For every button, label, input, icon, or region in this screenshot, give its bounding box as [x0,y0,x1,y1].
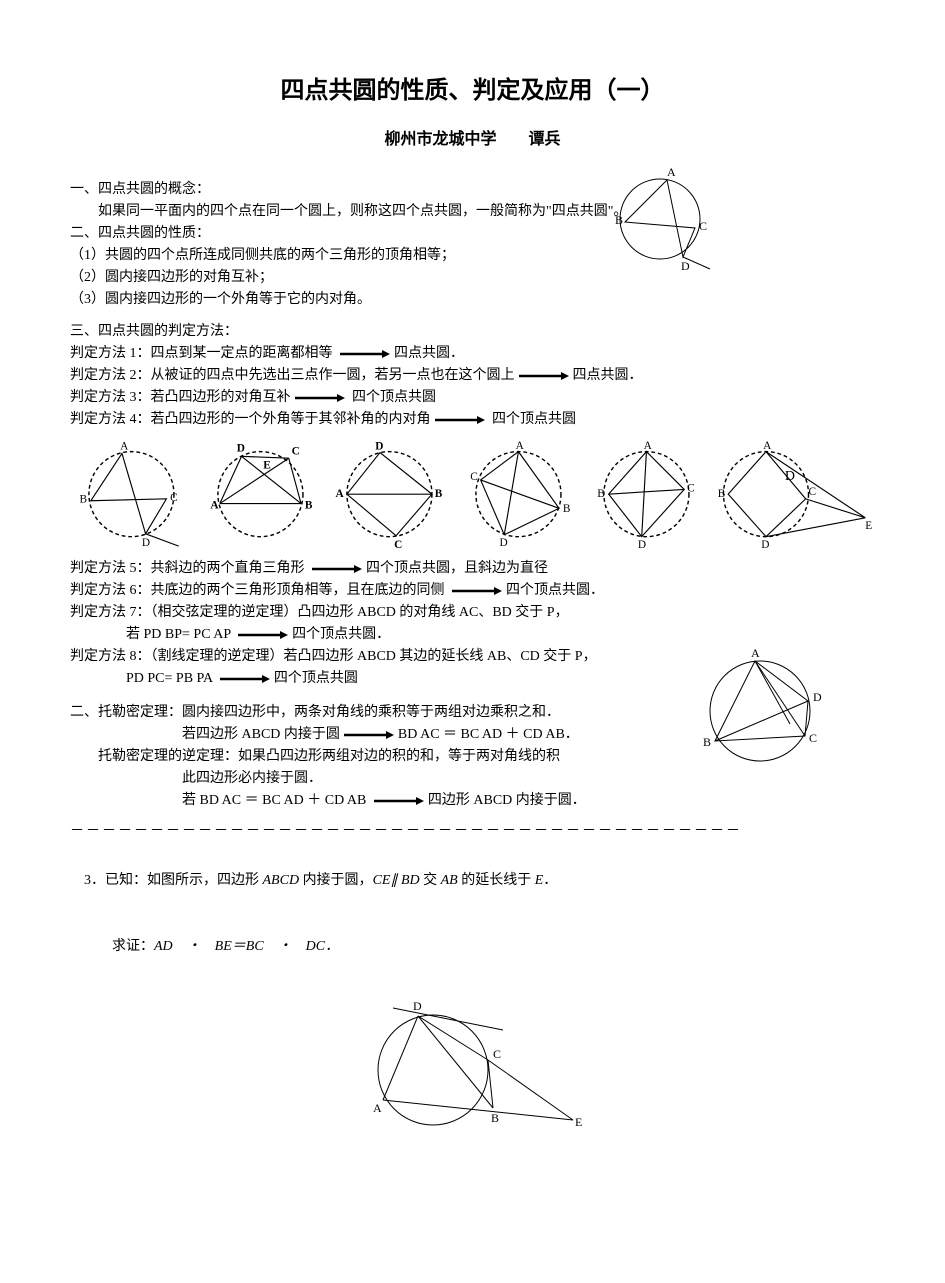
svg-text:C: C [699,219,707,233]
svg-text:B: B [703,735,711,749]
svg-text:A: A [667,165,676,179]
svg-text:B: B [615,213,623,227]
svg-text:D: D [762,539,770,551]
svg-text:B: B [562,503,570,515]
diagram-1: A B C D [70,439,193,554]
method-1: 判定方法 1：四点到某一定点的距离都相等 四点共圆． [70,343,875,365]
svg-text:B: B [718,488,726,500]
sec2-item1: （1）共圆的四个点所连成同侧共底的两个三角形的顶角相等； [70,245,875,267]
svg-text:E: E [866,520,873,532]
arrow-icon [295,393,345,403]
sec2-heading: 二、四点共圆的性质： [70,223,875,245]
svg-text:A: A [515,440,524,452]
svg-text:C: C [291,445,299,457]
svg-text:A: A [120,441,129,453]
sec1-heading: 一、四点共圆的概念： [70,179,875,201]
arrow-icon [452,586,502,596]
problem-heading: 3．已知：如图所示，四边形 ABCD 内接于圆，CE∥ BD 交 AB 的延长线… [70,848,875,914]
method-7b: 若 PD BP= PC AP 四个顶点共圆． [70,624,875,646]
diagram-inscribed-quad: A B C D [605,164,725,274]
svg-text:E: E [575,1115,582,1129]
diagram-3: D A B C [328,439,451,554]
diagram-6: A B C D E [714,439,875,554]
method-7a: 判定方法 7：（相交弦定理的逆定理）凸四边形 ABCD 的对角线 AC、BD 交… [70,602,875,624]
sec1-body: 如果同一平面内的四个点在同一个圆上，则称这四个点共圆，一般简称为"四点共圆"。 [70,201,875,223]
method-3: 判定方法 3：若凸四边形的对角互补 四个顶点共圆 [70,387,875,409]
svg-text:B: B [79,494,87,506]
method-4: 判定方法 4：若凸四边形的一个外角等于其邻补角的内对角 四个顶点共圆 [70,409,875,431]
svg-text:E: E [263,460,271,472]
svg-text:C: C [688,482,696,494]
diagram-row: A B C D A B D C E D A B C [70,439,875,554]
svg-text:B: B [305,499,313,511]
svg-text:B: B [491,1111,499,1125]
svg-text:D: D [375,441,383,453]
method-5: 判定方法 5：共斜边的两个直角三角形 四个顶点共圆，且斜边为直径 [70,558,875,580]
svg-text:A: A [373,1101,382,1115]
sec2-item2: （2）圆内接四边形的对角互补； [70,267,875,289]
svg-text:A: A [644,440,653,452]
svg-text:C: C [809,486,817,498]
svg-text:A: A [763,440,772,452]
method-2: 判定方法 2：从被证的四点中先选出三点作一圆，若另一点也在这个圆上四点共圆． [70,365,875,387]
page-subtitle: 柳州市龙城中学 谭兵 [70,125,875,149]
sec2-item3: （3）圆内接四边形的一个外角等于它的内对角。 [70,289,875,311]
svg-text:A: A [210,499,219,511]
arrow-icon [519,371,569,381]
diagram-4: A C B D [457,439,580,554]
svg-text:A: A [751,646,760,660]
method-6: 判定方法 6：共底边的两个三角形顶角相等，且在底边的同侧 四个顶点共圆． [70,580,875,602]
svg-text:D: D [681,259,690,273]
arrow-icon [238,630,288,640]
svg-text:C: C [170,492,178,504]
arrow-icon [312,564,362,574]
arrow-icon [340,349,390,359]
ptolemy-line4: 若 BD AC ＝ BC AD ＋ CD AB 四边形 ABCD 内接于圆． [70,790,875,812]
page-title: 四点共圆的性质、判定及应用（一） [70,70,875,105]
sec3-heading: 三、四点共圆的判定方法： [70,321,875,343]
diagram-problem-3: A B C D E [343,990,603,1140]
diagram-5: A B C D [585,439,708,554]
stray-label-d: D [785,469,795,485]
svg-text:B: B [435,488,443,500]
svg-text:D: D [499,537,507,549]
svg-text:C: C [470,471,478,483]
svg-text:A: A [335,488,344,500]
svg-text:D: D [638,539,646,551]
arrow-icon [220,674,270,684]
svg-text:C: C [493,1047,501,1061]
problem-prove: 求证：AD ・ BE＝BC ・ DC． [70,914,875,980]
svg-text:D: D [237,443,245,455]
svg-text:C: C [394,539,402,551]
arrow-icon [374,796,424,806]
diagram-2: A B D C E [199,439,322,554]
arrow-icon [344,730,394,740]
svg-text:D: D [142,537,150,549]
svg-text:C: C [809,731,817,745]
separator-dashes: －－－－－－－－－－－－－－－－－－－－－－－－－－－－－－－－－－－－－－－－… [70,820,875,840]
diagram-ptolemy: A B C D [695,646,835,776]
svg-text:D: D [413,999,422,1013]
svg-text:B: B [598,488,606,500]
arrow-icon [435,415,485,425]
svg-text:D: D [813,690,822,704]
